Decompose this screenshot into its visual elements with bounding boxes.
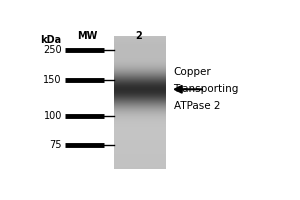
Text: Copper: Copper (173, 67, 211, 77)
Text: 100: 100 (44, 111, 62, 121)
Text: 150: 150 (44, 75, 62, 85)
Text: 75: 75 (50, 140, 62, 150)
Text: kDa: kDa (40, 35, 61, 45)
Text: ATPase 2: ATPase 2 (173, 101, 220, 111)
Text: 250: 250 (43, 45, 62, 55)
Text: 2: 2 (135, 31, 142, 41)
Text: Transporting: Transporting (173, 84, 239, 94)
Text: MW: MW (77, 31, 98, 41)
